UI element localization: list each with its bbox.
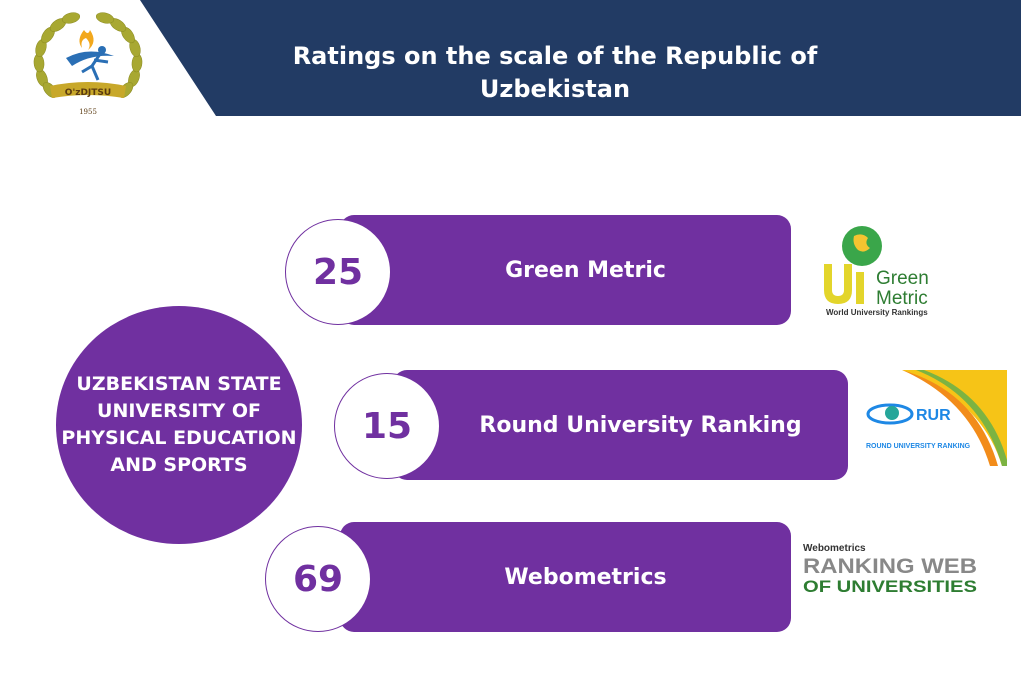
ranking-bar-rur: Round University Ranking <box>393 370 848 480</box>
rur-logo-icon: RUR ROUND UNIVERSITY RANKING <box>866 370 1007 466</box>
page-title-line1: Ratings on the scale of the Republic of <box>292 42 818 70</box>
svg-text:O'zDJTSU: O'zDJTSU <box>65 88 111 98</box>
svg-text:Green: Green <box>876 268 929 289</box>
header-band <box>140 0 1021 116</box>
university-logo: O'zDJTSU 1955 <box>28 8 148 120</box>
svg-text:RUR: RUR <box>916 407 951 424</box>
rank-badge: 25 <box>285 219 391 325</box>
svg-text:World University Rankings: World University Rankings <box>826 308 928 317</box>
svg-text:Webometrics: Webometrics <box>803 543 866 554</box>
university-name: UZBEKISTAN STATE UNIVERSITY OF PHYSICAL … <box>61 371 297 479</box>
svg-text:1955: 1955 <box>79 108 97 116</box>
rank-badge: 15 <box>334 373 440 479</box>
university-name-line3: PHYSICAL EDUCATION <box>61 427 297 449</box>
university-name-line2: UNIVERSITY OF <box>97 400 261 422</box>
svg-text:Metric: Metric <box>876 288 928 309</box>
greenmetric-logo: Green Metric World University Rankings <box>816 222 946 318</box>
webometrics-logo-icon: Webometrics RANKING WEB OF UNIVERSITIES <box>803 543 977 596</box>
page-title: Ratings on the scale of the Republic of … <box>250 40 860 106</box>
ranking-bar-webometrics: Webometrics <box>340 522 791 632</box>
webometrics-logo: Webometrics RANKING WEB OF UNIVERSITIES <box>802 540 980 600</box>
university-name-line4: AND SPORTS <box>110 454 248 476</box>
ranking-bar-green-metric: Green Metric <box>340 215 791 325</box>
page-title-line2: Uzbekistan <box>479 75 631 103</box>
svg-text:ROUND UNIVERSITY RANKING: ROUND UNIVERSITY RANKING <box>866 443 971 450</box>
rank-value: 15 <box>361 405 413 447</box>
university-laurel-emblem-icon: O'zDJTSU 1955 <box>33 12 143 116</box>
university-name-line1: UZBEKISTAN STATE <box>76 373 282 395</box>
ranking-name: Webometrics <box>504 564 667 590</box>
ui-greenmetric-logo-icon: Green Metric World University Rankings <box>824 226 929 317</box>
svg-text:RANKING WEB: RANKING WEB <box>803 555 977 578</box>
university-name-circle: UZBEKISTAN STATE UNIVERSITY OF PHYSICAL … <box>56 306 302 544</box>
rank-value: 25 <box>312 251 364 293</box>
rank-badge: 69 <box>265 526 371 632</box>
rank-value: 69 <box>292 558 344 600</box>
ranking-name: Round University Ranking <box>479 412 802 438</box>
svg-text:OF UNIVERSITIES: OF UNIVERSITIES <box>803 577 977 596</box>
ranking-name: Green Metric <box>505 257 666 283</box>
rur-logo: RUR ROUND UNIVERSITY RANKING <box>862 370 1007 466</box>
